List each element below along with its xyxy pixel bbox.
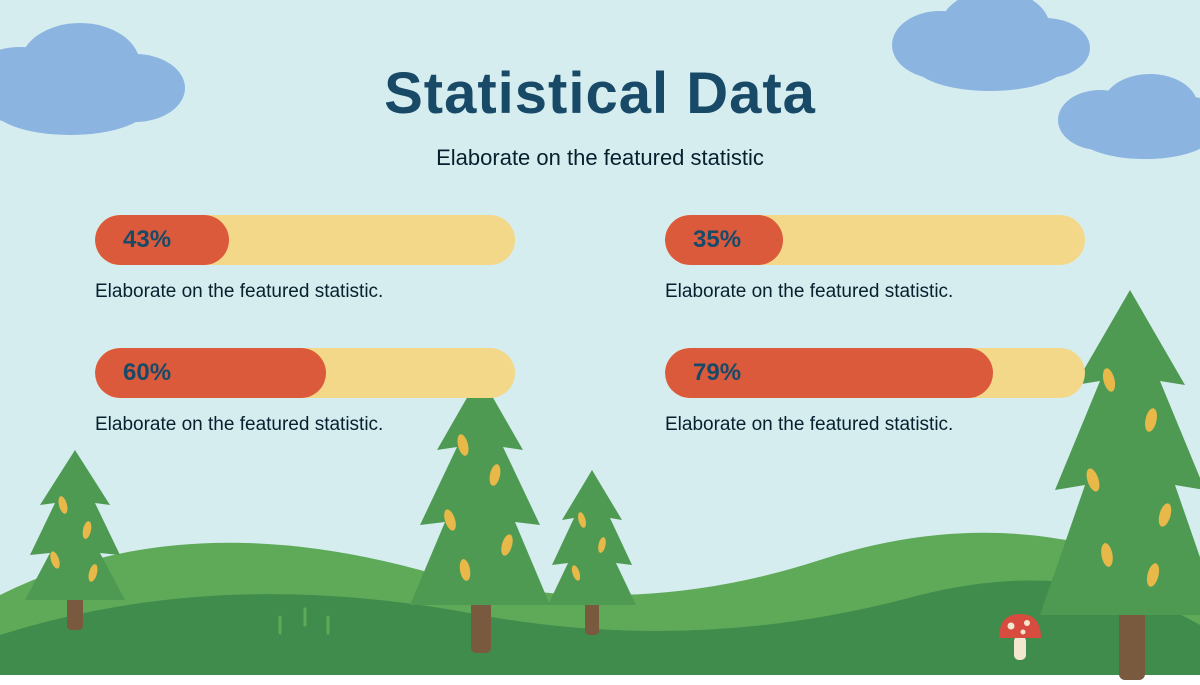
- bar-fill-1: 43%: [95, 215, 229, 265]
- stat-2: 35% Elaborate on the featured statistic.: [665, 215, 1105, 303]
- bar-track-1: 43%: [95, 215, 515, 265]
- stats-grid: 43% Elaborate on the featured statistic.…: [95, 215, 1105, 436]
- bar-label-2: 35%: [693, 226, 741, 254]
- cloud-top-left: [0, 10, 200, 140]
- slide-title: Statistical Data: [384, 60, 816, 127]
- bar-label-1: 43%: [123, 226, 171, 254]
- bar-track-2: 35%: [665, 215, 1085, 265]
- bar-label-3: 60%: [123, 359, 171, 387]
- stat-caption-2: Elaborate on the featured statistic.: [665, 281, 1105, 303]
- tree-left-small: [15, 445, 135, 635]
- stat-3: 60% Elaborate on the featured statistic.: [95, 348, 535, 436]
- mushroom-icon: [995, 608, 1045, 663]
- bar-track-4: 79%: [665, 348, 1085, 398]
- stat-4: 79% Elaborate on the featured statistic.: [665, 348, 1105, 436]
- cloud-top-right-2: [1050, 65, 1200, 165]
- bush: [250, 605, 360, 665]
- tree-center-small: [540, 465, 645, 640]
- stat-caption-3: Elaborate on the featured statistic.: [95, 414, 535, 436]
- stat-1: 43% Elaborate on the featured statistic.: [95, 215, 535, 303]
- slide: Statistical Data Elaborate on the featur…: [0, 0, 1200, 675]
- bar-label-4: 79%: [693, 359, 741, 387]
- slide-subtitle: Elaborate on the featured statistic: [436, 145, 764, 171]
- stat-caption-4: Elaborate on the featured statistic.: [665, 414, 1105, 436]
- bar-track-3: 60%: [95, 348, 515, 398]
- bar-fill-3: 60%: [95, 348, 326, 398]
- stat-caption-1: Elaborate on the featured statistic.: [95, 281, 535, 303]
- bar-fill-2: 35%: [665, 215, 783, 265]
- bar-fill-4: 79%: [665, 348, 993, 398]
